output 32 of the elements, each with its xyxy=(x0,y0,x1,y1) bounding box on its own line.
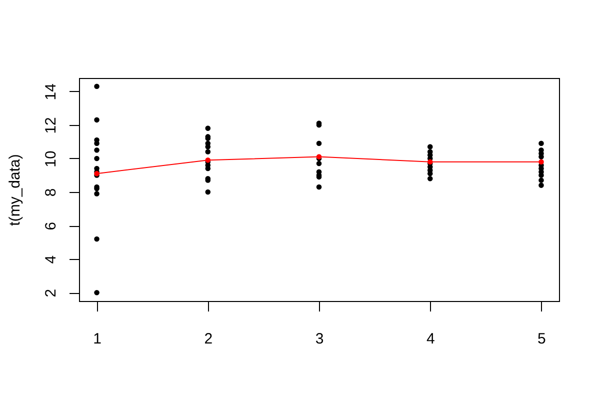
y-tick-label: 8 xyxy=(42,188,60,197)
y-tick-label: 10 xyxy=(42,150,60,168)
point xyxy=(538,178,544,183)
point xyxy=(205,189,211,195)
x-tick-label: 2 xyxy=(204,330,213,348)
y-axis-title: t(my_data) xyxy=(6,154,24,226)
y-tick-label: 14 xyxy=(42,84,60,100)
point xyxy=(94,290,100,296)
point xyxy=(427,176,433,182)
point xyxy=(427,144,433,150)
point xyxy=(538,140,544,146)
point xyxy=(316,140,322,146)
point xyxy=(94,147,100,153)
y-tick-label: 6 xyxy=(42,222,60,230)
y-tick-label: 12 xyxy=(42,117,60,134)
point xyxy=(538,182,544,188)
x-tick-label: 1 xyxy=(93,330,102,348)
x-tick-label: 4 xyxy=(426,330,435,348)
point xyxy=(94,117,100,123)
point xyxy=(94,236,100,242)
point xyxy=(205,149,211,154)
point xyxy=(94,84,100,90)
point xyxy=(94,191,100,196)
point xyxy=(538,159,544,164)
y-tick-label: 4 xyxy=(42,255,60,264)
point xyxy=(316,160,322,166)
x-tick-label: 5 xyxy=(538,330,546,348)
y-tick-label: 2 xyxy=(42,288,60,298)
point xyxy=(316,184,322,190)
x-tick-label: 3 xyxy=(315,330,324,348)
point xyxy=(94,156,100,162)
point xyxy=(205,126,211,131)
